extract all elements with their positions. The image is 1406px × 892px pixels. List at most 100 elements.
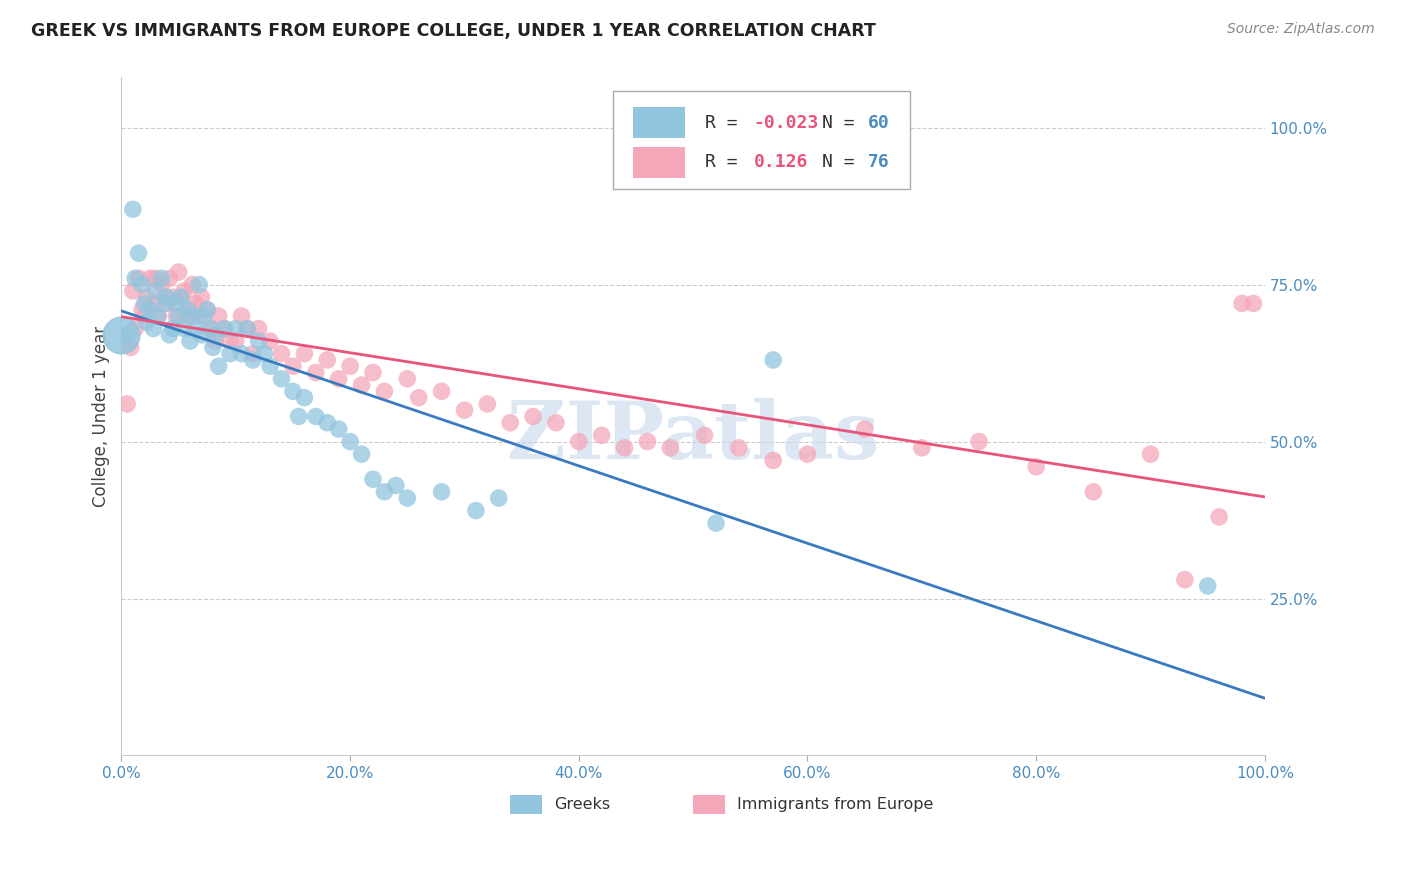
Point [200, 321, 222, 335]
Point [522, 409, 544, 424]
Point [110, 327, 132, 342]
Point [568, 434, 591, 449]
Point [165, 296, 187, 310]
Point [170, 290, 193, 304]
Point [142, 296, 165, 310]
Point [305, 366, 328, 380]
Point [270, 347, 292, 361]
Point [162, 290, 184, 304]
Point [139, 271, 162, 285]
Point [762, 353, 785, 368]
Point [122, 284, 145, 298]
Point [328, 422, 350, 436]
Point [242, 347, 264, 361]
Point [488, 491, 510, 505]
Text: Source: ZipAtlas.com: Source: ZipAtlas.com [1227, 22, 1375, 37]
Point [339, 359, 361, 374]
Point [156, 296, 179, 310]
Point [162, 321, 184, 335]
Point [159, 327, 181, 342]
Point [247, 334, 270, 348]
Point [120, 340, 142, 354]
Point [242, 353, 264, 368]
Point [188, 309, 211, 323]
Point [292, 347, 315, 361]
Point [225, 334, 247, 348]
Point [1083, 484, 1105, 499]
Point [204, 327, 226, 342]
Point [762, 453, 785, 467]
Point [195, 302, 218, 317]
Point [219, 334, 242, 348]
Point [145, 284, 167, 298]
Point [350, 447, 373, 461]
Point [184, 296, 207, 310]
Text: Immigrants from Europe: Immigrants from Europe [737, 797, 934, 812]
Point [207, 309, 229, 323]
Point [167, 265, 190, 279]
Point [214, 321, 236, 335]
Text: R =: R = [704, 114, 748, 132]
Point [1025, 459, 1047, 474]
Point [693, 428, 716, 442]
Point [1197, 579, 1219, 593]
Point [156, 290, 179, 304]
Point [190, 327, 212, 342]
Point [124, 321, 146, 335]
Point [165, 309, 187, 323]
Point [128, 246, 150, 260]
Point [184, 321, 207, 335]
Point [408, 391, 430, 405]
Text: GREEK VS IMMIGRANTS FROM EUROPE COLLEGE, UNDER 1 YEAR CORRELATION CHART: GREEK VS IMMIGRANTS FROM EUROPE COLLEGE,… [31, 22, 876, 40]
Point [146, 309, 169, 323]
Point [179, 302, 201, 317]
Point [253, 347, 276, 361]
Point [150, 277, 173, 292]
Text: 0.126: 0.126 [754, 153, 808, 171]
Point [385, 478, 408, 492]
Point [236, 321, 259, 335]
Point [1208, 510, 1230, 524]
Point [350, 378, 373, 392]
Point [177, 309, 200, 323]
Point [134, 296, 156, 310]
Point [339, 434, 361, 449]
Point [134, 309, 156, 323]
Point [247, 321, 270, 335]
Point [159, 271, 181, 285]
Text: 60: 60 [868, 114, 890, 132]
Point [195, 302, 218, 317]
Point [115, 397, 138, 411]
Point [135, 315, 157, 329]
Point [659, 441, 682, 455]
Point [188, 277, 211, 292]
Point [287, 409, 309, 424]
Point [328, 372, 350, 386]
Point [153, 296, 176, 310]
Point [361, 366, 384, 380]
Text: 76: 76 [868, 153, 890, 171]
Point [179, 334, 201, 348]
Text: R =: R = [704, 153, 759, 171]
Point [316, 353, 339, 368]
Point [201, 340, 224, 354]
Point [214, 321, 236, 335]
Point [967, 434, 990, 449]
Point [128, 271, 150, 285]
Point [219, 347, 242, 361]
Point [453, 403, 475, 417]
Text: Greeks: Greeks [554, 797, 610, 812]
FancyBboxPatch shape [613, 91, 911, 189]
Point [853, 422, 876, 436]
Text: ZIPatlas: ZIPatlas [508, 398, 879, 475]
Point [281, 384, 304, 399]
Bar [633, 146, 685, 178]
Text: -0.023: -0.023 [754, 114, 820, 132]
Point [396, 372, 419, 386]
Point [911, 441, 934, 455]
Point [207, 359, 229, 374]
Point [204, 334, 226, 348]
Point [1174, 573, 1197, 587]
Point [1230, 296, 1253, 310]
Point [728, 441, 751, 455]
